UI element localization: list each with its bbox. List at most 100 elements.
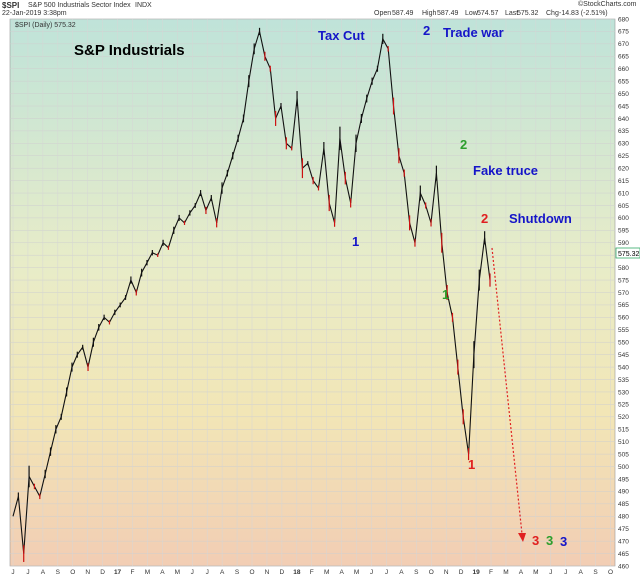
x-tick-label: J <box>11 569 14 576</box>
x-tick-label: M <box>324 569 329 576</box>
y-tick-label: 510 <box>618 439 629 446</box>
x-tick-label: D <box>100 569 105 576</box>
y-tick-label: 600 <box>618 215 629 222</box>
x-tick-label: S <box>56 569 61 576</box>
x-tick-label: F <box>489 569 493 576</box>
x-tick-label: J <box>191 569 194 576</box>
y-tick-label: 660 <box>618 66 629 73</box>
y-tick-label: 625 <box>618 153 629 160</box>
y-tick-label: 615 <box>618 178 629 185</box>
y-tick-label: 675 <box>618 29 629 36</box>
chart-header: $SPI S&P 500 Industrials Sector Index IN… <box>0 0 640 18</box>
y-tick-label: 470 <box>618 538 629 545</box>
x-tick-label: O <box>70 569 75 576</box>
last-price-tag: 575.32 <box>615 247 640 259</box>
y-tick-label: 530 <box>618 389 629 396</box>
x-axis: J J A S O N D 17 F M A M J J A S O N D 18 F M A M J J A S O N D 19 F M A M J… <box>11 569 613 576</box>
annotation-trade-war: Trade war <box>443 25 504 40</box>
y-tick-label: 480 <box>618 514 629 521</box>
low-value: 574.57 <box>477 10 499 17</box>
y-tick-label: 505 <box>618 451 629 458</box>
y-tick-label: 465 <box>618 551 629 558</box>
ticker-symbol: $SPI <box>2 1 20 10</box>
x-tick-label: O <box>249 569 254 576</box>
last-value: 575.32 <box>517 10 539 17</box>
x-tick-label: N <box>85 569 90 576</box>
y-tick-label: 495 <box>618 476 629 483</box>
x-tick-label: A <box>519 569 524 576</box>
y-tick-label: 575 <box>618 277 629 284</box>
y-tick-label: 630 <box>618 141 629 148</box>
annotation-wave-3-green: 3 <box>546 533 553 548</box>
annotation-wave-3-red: 3 <box>532 533 539 548</box>
annotation-wave-1-red: 1 <box>468 457 475 472</box>
low-label: Low <box>465 10 478 17</box>
annotation-tax-cut: Tax Cut <box>318 28 365 43</box>
y-tick-label: 655 <box>618 78 629 85</box>
x-tick-label: M <box>503 569 508 576</box>
price-line <box>12 29 491 554</box>
x-tick-label: A <box>160 569 165 576</box>
x-tick-label: J <box>564 569 567 576</box>
annotation-fake-truce: Fake truce <box>473 163 538 178</box>
index-name: S&P 500 Industrials Sector Index <box>28 2 131 9</box>
x-tick-label: M <box>145 569 150 576</box>
high-label: High <box>422 10 437 17</box>
y-tick-label: 535 <box>618 377 629 384</box>
y-tick-label: 555 <box>618 327 629 334</box>
x-tick-label: N <box>265 569 270 576</box>
y-tick-label: 645 <box>618 103 629 110</box>
high-value: 587.49 <box>437 10 459 17</box>
y-tick-label: 540 <box>618 364 629 371</box>
x-tick-label: J <box>26 569 29 576</box>
x-tick-label: 17 <box>114 569 122 576</box>
x-tick-label: A <box>339 569 344 576</box>
y-tick-label: 475 <box>618 526 629 533</box>
open-value: 587.49 <box>392 10 414 17</box>
x-tick-label: O <box>429 569 434 576</box>
x-tick-label: S <box>414 569 419 576</box>
x-tick-label: S <box>593 569 598 576</box>
x-tick-label: A <box>41 569 46 576</box>
y-tick-label: 500 <box>618 464 629 471</box>
x-tick-label: D <box>459 569 464 576</box>
y-tick-label: 560 <box>618 315 629 322</box>
projection-arrowhead <box>518 533 526 542</box>
x-tick-label: D <box>280 569 285 576</box>
y-tick-label: 635 <box>618 128 629 135</box>
y-tick-label: 570 <box>618 290 629 297</box>
x-tick-label: F <box>310 569 314 576</box>
x-tick-label: S <box>235 569 240 576</box>
chg-value: -14.83 (-2.51%) <box>559 10 608 17</box>
x-tick-label: F <box>131 569 135 576</box>
y-tick-label: 650 <box>618 91 629 98</box>
x-tick-label: J <box>549 569 552 576</box>
y-tick-label: 580 <box>618 265 629 272</box>
y-tick-label: 460 <box>618 563 629 570</box>
y-axis: 460 465 470 475 480 485 490 495 500 505 510 515 520 5… <box>618 16 629 570</box>
x-tick-label: A <box>220 569 225 576</box>
y-tick-label: 565 <box>618 302 629 309</box>
x-tick-label: O <box>608 569 613 576</box>
y-tick-label: 620 <box>618 165 629 172</box>
y-tick-label: 490 <box>618 489 629 496</box>
y-tick-label: 525 <box>618 402 629 409</box>
x-tick-label: A <box>399 569 404 576</box>
x-tick-label: 18 <box>293 569 301 576</box>
x-tick-label: M <box>533 569 538 576</box>
y-tick-label: 665 <box>618 54 629 61</box>
x-tick-label: A <box>578 569 583 576</box>
chart-title: S&P Industrials <box>74 42 185 59</box>
y-tick-label: 640 <box>618 116 629 123</box>
x-tick-label: J <box>385 569 388 576</box>
x-tick-label: M <box>175 569 180 576</box>
y-tick-label: 590 <box>618 240 629 247</box>
annotation-wave-2-red: 2 <box>481 211 488 226</box>
x-tick-label: J <box>370 569 373 576</box>
annotation-wave-1-blue: 1 <box>352 234 359 249</box>
y-tick-label: 670 <box>618 41 629 48</box>
x-tick-label: M <box>354 569 359 576</box>
annotation-wave-2-blue: 2 <box>423 23 430 38</box>
annotation-wave-1-green: 1 <box>442 287 449 302</box>
